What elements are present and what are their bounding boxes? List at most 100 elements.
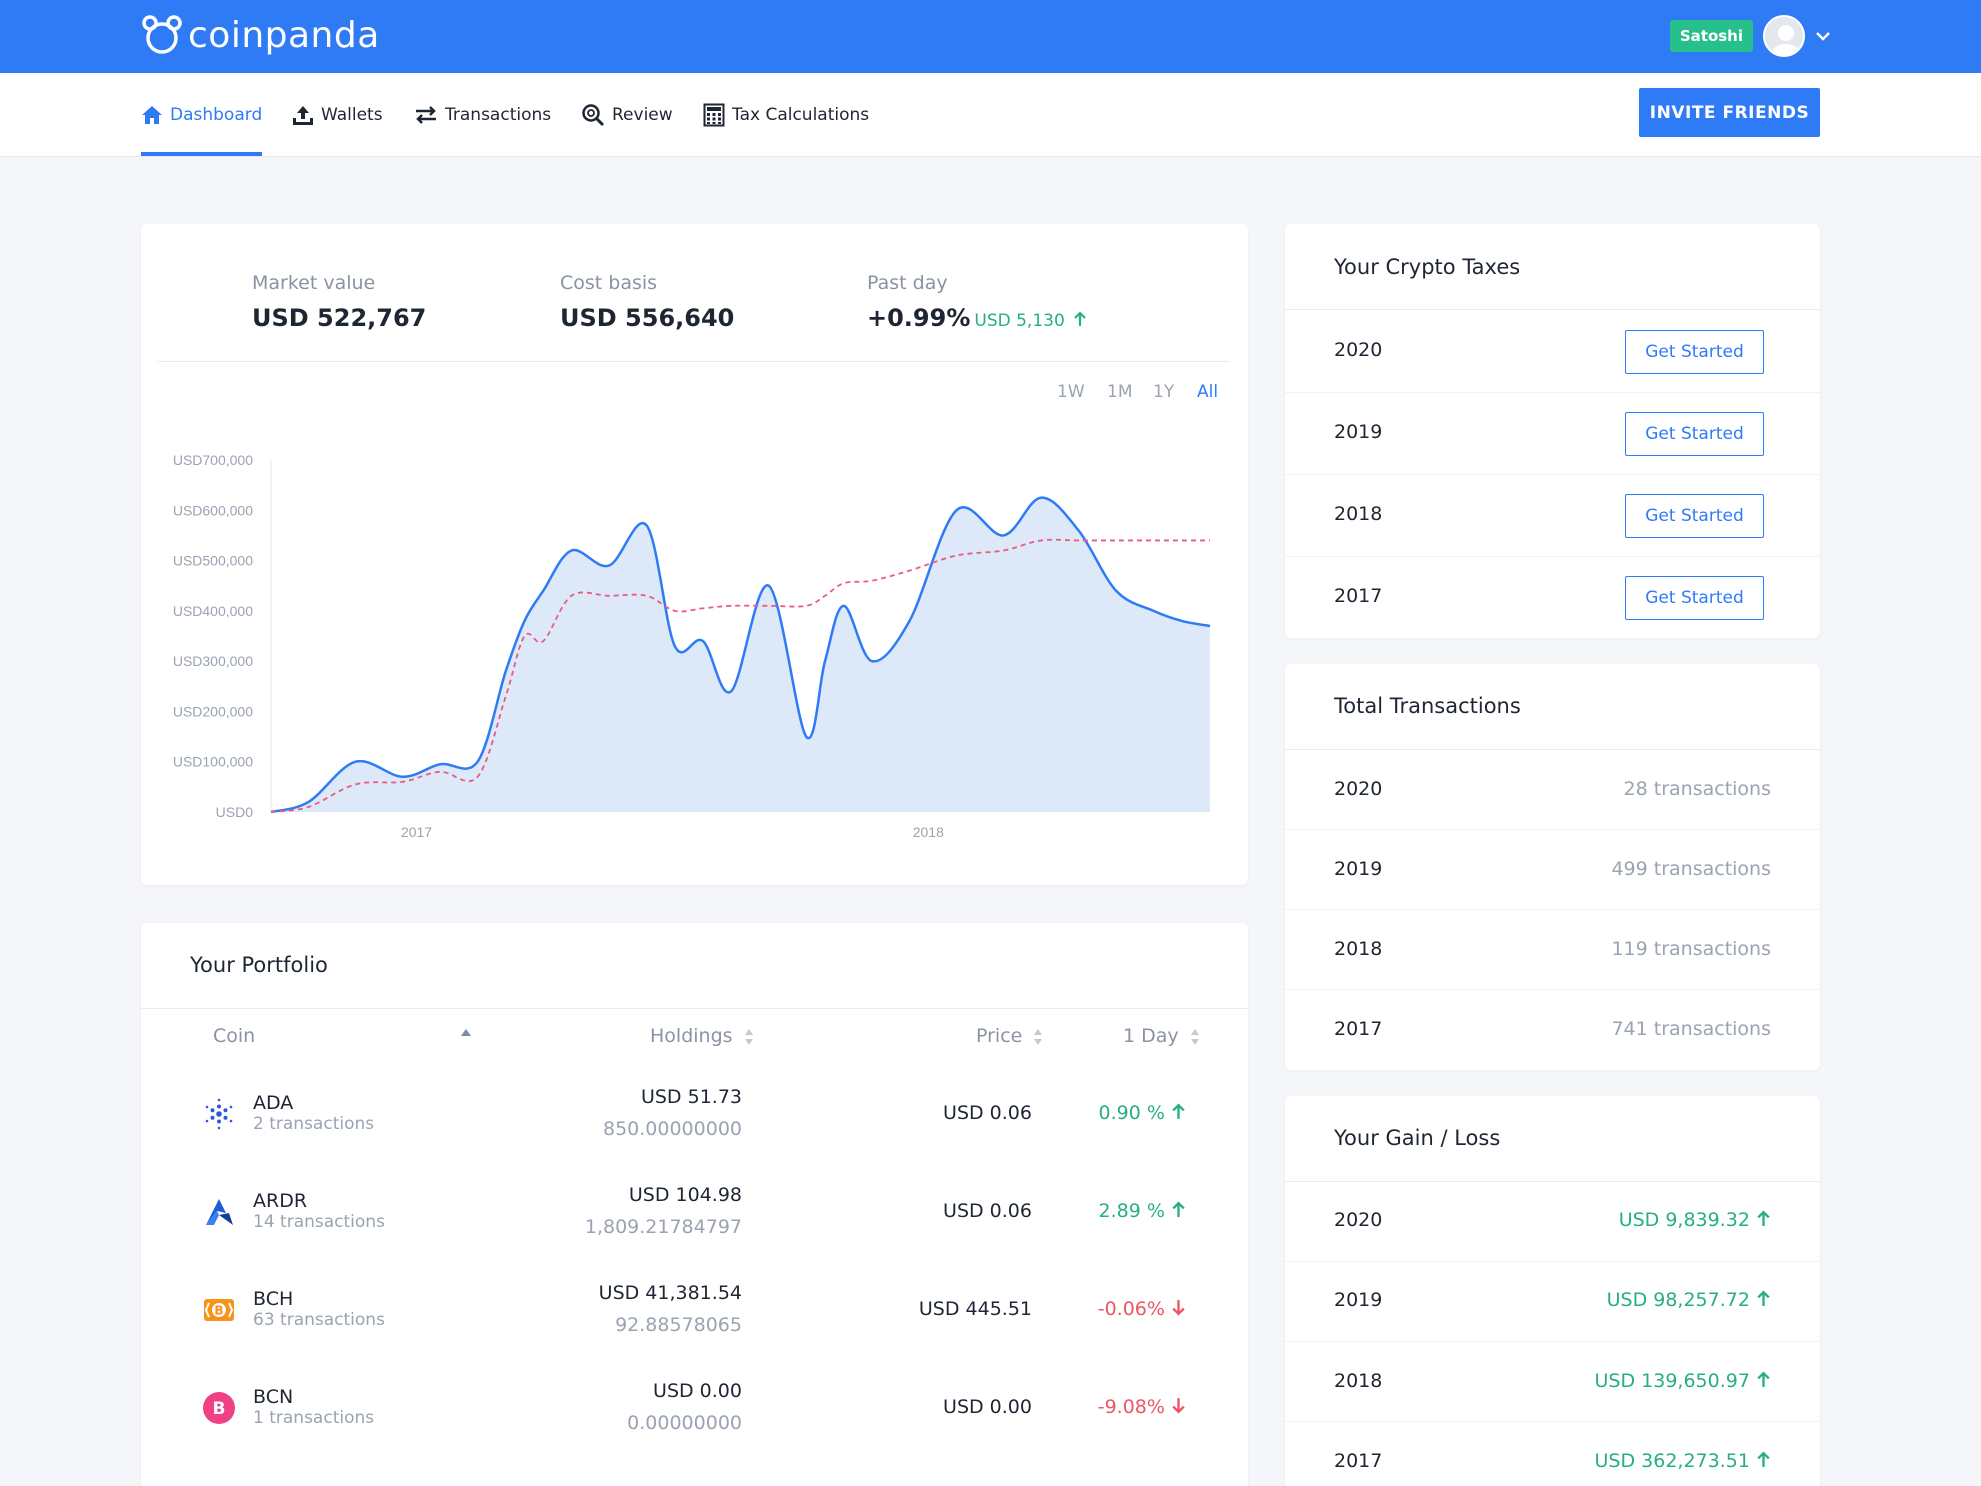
row-divider bbox=[1285, 1421, 1820, 1422]
active-tab-indicator bbox=[141, 152, 262, 156]
transactions-divider bbox=[1285, 749, 1820, 750]
sort-icon bbox=[744, 1028, 753, 1045]
tax-year: 2019 bbox=[1334, 421, 1383, 443]
bch-coin-icon: B bbox=[204, 1299, 234, 1321]
range-1m-button[interactable]: 1M bbox=[1107, 382, 1133, 402]
y-tick-label: USD300,000 bbox=[173, 653, 253, 669]
nav-wallets[interactable]: Wallets bbox=[292, 73, 383, 157]
past-day-usd: USD 5,130 bbox=[974, 311, 1065, 331]
portfolio-value-chart: USD700,000 USD600,000 USD500,000 USD400,000… bbox=[173, 452, 1211, 840]
coin-transactions: 1 transactions bbox=[253, 1408, 375, 1428]
chevron-down-icon[interactable] bbox=[1815, 28, 1831, 44]
transactions-year: 2019 bbox=[1334, 858, 1383, 880]
tax-year: 2020 bbox=[1334, 339, 1383, 361]
invite-friends-button[interactable]: INVITE FRIENDS bbox=[1639, 88, 1820, 137]
coin-transactions: 63 transactions bbox=[253, 1310, 385, 1330]
arrow-down-icon bbox=[1172, 1300, 1185, 1316]
range-all-button[interactable]: All bbox=[1197, 382, 1219, 402]
range-1y-button[interactable]: 1Y bbox=[1153, 382, 1175, 402]
coin-transactions: 2 transactions bbox=[253, 1114, 375, 1134]
past-day-stat: Past day +0.99% USD 5,130 bbox=[867, 272, 1087, 332]
sort-icon bbox=[1190, 1028, 1199, 1045]
column-price[interactable]: Price bbox=[976, 1025, 1043, 1047]
gain-loss-title: Your Gain / Loss bbox=[1334, 1126, 1501, 1150]
get-started-button[interactable]: Get Started bbox=[1625, 576, 1764, 620]
username-badge: Satoshi bbox=[1669, 20, 1753, 52]
transactions-year: 2018 bbox=[1334, 938, 1383, 960]
magnifier-icon bbox=[582, 104, 605, 127]
past-day-label: Past day bbox=[867, 272, 948, 294]
area-fill bbox=[271, 497, 1210, 812]
arrow-up-icon bbox=[1172, 1103, 1185, 1119]
y-tick-label: USD0 bbox=[216, 804, 254, 820]
past-day-percent: +0.99% bbox=[867, 304, 971, 332]
holding-usd: USD 104.98 bbox=[628, 1184, 742, 1206]
transactions-year: 2017 bbox=[1334, 1018, 1383, 1040]
nav-tax-calculations[interactable]: Tax Calculations bbox=[703, 73, 869, 157]
tax-year: 2017 bbox=[1334, 585, 1383, 607]
coin-symbol: ARDR bbox=[253, 1190, 308, 1212]
logo[interactable]: coinpanda bbox=[142, 13, 380, 57]
taxes-divider bbox=[1285, 309, 1820, 310]
gain-year: 2020 bbox=[1334, 1209, 1383, 1231]
change-value: 0.90 % bbox=[1098, 1102, 1165, 1124]
gain-year: 2019 bbox=[1334, 1289, 1383, 1311]
arrow-up-icon bbox=[1074, 311, 1086, 326]
row-divider bbox=[1285, 829, 1820, 830]
holding-amount: 1,809.21784797 bbox=[584, 1216, 742, 1238]
y-tick-label: USD100,000 bbox=[173, 754, 253, 770]
row-divider bbox=[1285, 392, 1820, 393]
row-divider bbox=[1285, 1341, 1820, 1342]
column-coin[interactable]: Coin bbox=[213, 1025, 256, 1047]
gain-loss-divider bbox=[1285, 1181, 1820, 1182]
y-tick-label: USD600,000 bbox=[173, 502, 253, 518]
row-divider bbox=[1285, 1261, 1820, 1262]
user-menu[interactable]: Satoshi bbox=[1669, 15, 1831, 57]
nav-review[interactable]: Review bbox=[581, 73, 673, 157]
portfolio-title: Your Portfolio bbox=[190, 953, 328, 977]
market-value-label: Market value bbox=[252, 272, 376, 294]
coin-price: USD 445.51 bbox=[918, 1298, 1032, 1320]
get-started-button[interactable]: Get Started bbox=[1625, 494, 1764, 538]
market-value-stat: Market value USD 522,767 bbox=[252, 272, 426, 332]
sort-asc-icon[interactable] bbox=[460, 1026, 472, 1038]
row-divider bbox=[1285, 474, 1820, 475]
arrow-up-icon bbox=[1757, 1451, 1770, 1467]
gain-year: 2017 bbox=[1334, 1450, 1383, 1472]
gain-value: USD 98,257.72 bbox=[1511, 1289, 1771, 1311]
bcn-coin-icon: B bbox=[203, 1392, 235, 1424]
column-holdings[interactable]: Holdings bbox=[650, 1025, 754, 1047]
column-1day[interactable]: 1 Day bbox=[1123, 1025, 1200, 1047]
nav-transactions[interactable]: Transactions bbox=[414, 73, 551, 157]
coin-1day-change: -0.06% bbox=[1026, 1298, 1186, 1320]
arrow-up-icon bbox=[1172, 1201, 1185, 1217]
transfer-arrows-icon bbox=[416, 106, 436, 124]
transactions-count: 119 transactions bbox=[1611, 938, 1771, 960]
nav-label: Wallets bbox=[321, 105, 383, 125]
coin-symbol: BCH bbox=[253, 1288, 294, 1310]
range-1w-button[interactable]: 1W bbox=[1057, 382, 1085, 402]
cost-basis: USD 556,640 bbox=[560, 304, 735, 332]
sort-icon bbox=[1034, 1028, 1043, 1045]
total-transactions-card bbox=[1285, 664, 1820, 1070]
total-transactions-title: Total Transactions bbox=[1334, 694, 1521, 718]
nav-label: Transactions bbox=[445, 105, 552, 125]
panda-logo-icon bbox=[142, 15, 182, 54]
coin-transactions: 14 transactions bbox=[253, 1212, 385, 1232]
transactions-year: 2020 bbox=[1334, 778, 1383, 800]
portfolio-divider bbox=[141, 1008, 1248, 1009]
y-tick-label: USD400,000 bbox=[173, 603, 253, 619]
holding-amount: 850.00000000 bbox=[602, 1118, 742, 1140]
get-started-button[interactable]: Get Started bbox=[1625, 330, 1764, 374]
transactions-count: 499 transactions bbox=[1611, 858, 1771, 880]
column-price-label: Price bbox=[976, 1025, 1023, 1047]
calculator-icon bbox=[703, 103, 725, 127]
top-bar: coinpanda Satoshi bbox=[0, 0, 1981, 73]
nav-dashboard[interactable]: Dashboard bbox=[141, 73, 262, 157]
gain-value: USD 362,273.51 bbox=[1511, 1450, 1771, 1472]
arrow-up-icon bbox=[1757, 1290, 1770, 1306]
coin-price: USD 0.06 bbox=[943, 1102, 1032, 1124]
avatar[interactable] bbox=[1763, 15, 1805, 57]
arrow-up-icon bbox=[1757, 1371, 1770, 1387]
get-started-button[interactable]: Get Started bbox=[1625, 412, 1764, 456]
